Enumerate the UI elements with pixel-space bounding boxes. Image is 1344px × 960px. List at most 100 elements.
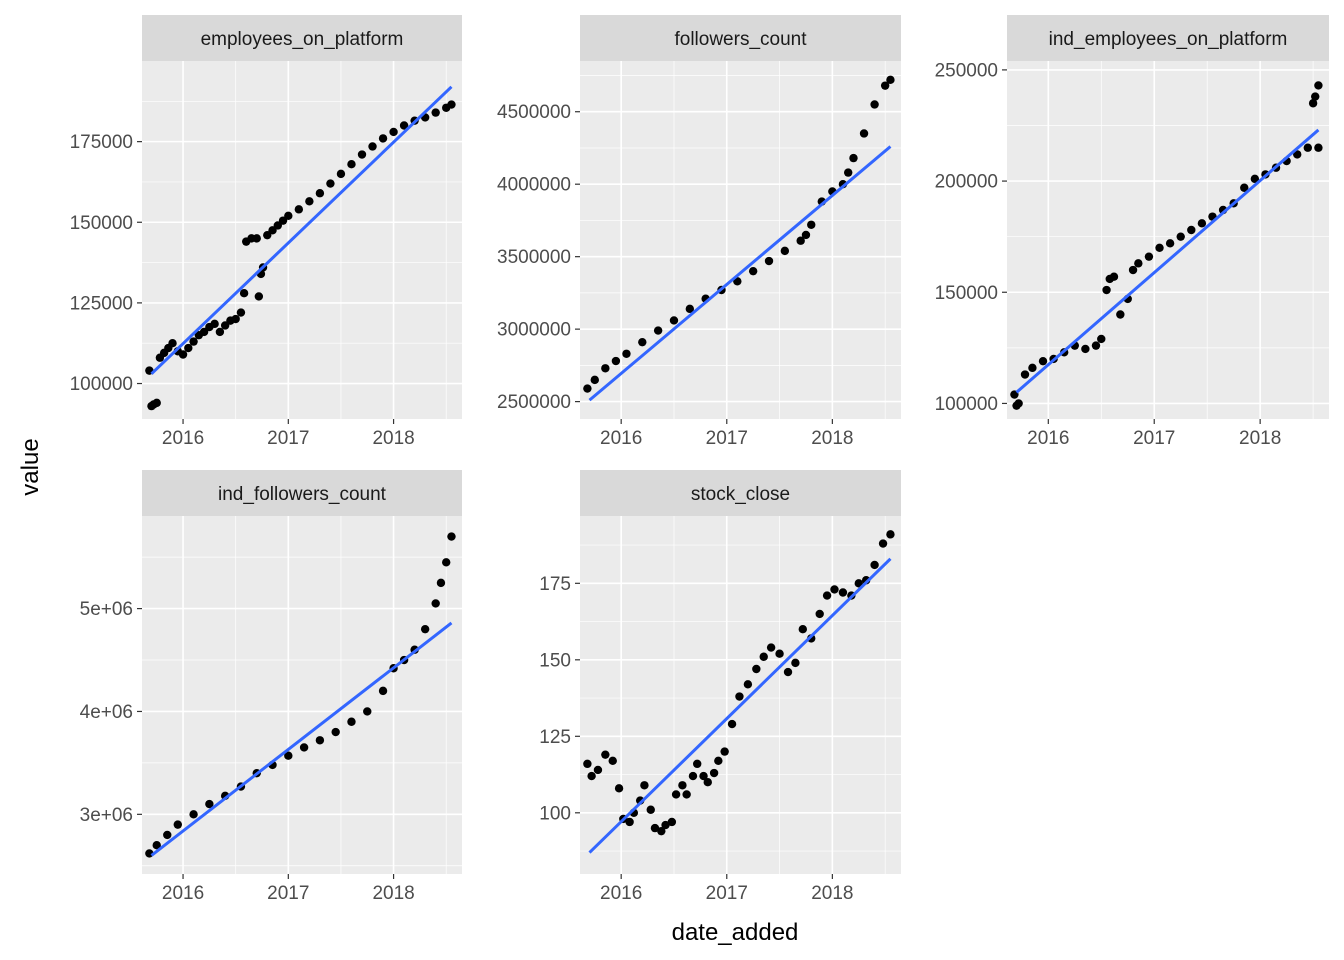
data-point [727, 719, 737, 729]
y-tick-label: 3500000 [497, 247, 571, 268]
facet-strip [580, 470, 901, 516]
data-point [807, 220, 816, 229]
data-point [236, 308, 246, 317]
y-tick-label: 100000 [70, 374, 133, 395]
data-point [1303, 143, 1313, 152]
data-point [601, 750, 610, 759]
data-point [714, 756, 723, 765]
data-point [844, 168, 853, 177]
y-tick-label: 150000 [935, 283, 998, 304]
y-tick-label: 125000 [70, 293, 133, 314]
y-tick-label: 4e+06 [80, 702, 133, 723]
data-point [389, 127, 398, 137]
data-point [752, 664, 761, 674]
data-point [815, 609, 824, 619]
data-point [766, 643, 776, 652]
plot-background [142, 61, 462, 419]
trend-line [150, 85, 453, 375]
data-point [796, 236, 805, 245]
data-point [801, 230, 811, 240]
data-point [743, 680, 753, 689]
data-point [667, 817, 677, 827]
facet-strip [142, 15, 462, 61]
y-tick-label: 150 [539, 650, 571, 671]
data-point [657, 826, 666, 836]
y-tick-label: 4500000 [497, 102, 571, 123]
data-point [152, 398, 161, 408]
x-tick-label: 2017 [706, 883, 748, 904]
data-point [1091, 341, 1101, 350]
data-point [798, 625, 807, 634]
x-tick-label: 2017 [706, 428, 748, 449]
data-point [363, 707, 372, 716]
data-point [215, 327, 225, 337]
data-point [420, 624, 430, 634]
data-point [703, 778, 712, 787]
x-tick-label: 2017 [1133, 428, 1175, 449]
data-point [638, 337, 647, 347]
data-point [294, 205, 304, 214]
x-tick-label: 2017 [267, 428, 309, 449]
data-point [688, 771, 698, 781]
data-point [442, 558, 451, 567]
data-point [849, 153, 858, 163]
data-point [315, 736, 325, 745]
data-point [239, 289, 249, 298]
data-point [326, 179, 335, 188]
x-tick-label: 2016 [162, 428, 204, 449]
x-tick-label: 2016 [600, 883, 642, 904]
data-point [254, 292, 264, 301]
data-point [775, 649, 784, 658]
data-point [791, 658, 800, 668]
data-point [378, 134, 388, 143]
data-point [1314, 81, 1323, 90]
data-point [1250, 174, 1260, 184]
facet-panel-ind-employees-on-platform: ind_employees_on_platform 100000 150000 200… [935, 15, 1329, 449]
data-point [210, 319, 219, 329]
data-point [357, 150, 367, 159]
y-tick-label: 150000 [70, 213, 133, 234]
data-point [859, 129, 869, 138]
y-tick-label: 100 [539, 803, 571, 824]
facet-strip-label: employees_on_platform [201, 29, 404, 50]
data-point [399, 121, 409, 130]
x-axis-title: date_added [672, 919, 799, 946]
facet-strip-label: ind_followers_count [218, 484, 387, 505]
data-point [693, 759, 702, 769]
data-point [1020, 370, 1030, 379]
y-tick-label: 3e+06 [80, 805, 133, 826]
trend-line [1015, 128, 1320, 394]
data-point [625, 817, 634, 827]
data-point [1187, 225, 1196, 235]
data-point [699, 771, 708, 781]
data-point [878, 539, 888, 548]
data-point [1128, 265, 1138, 275]
data-point [1314, 143, 1323, 152]
data-point [189, 810, 198, 819]
data-point [431, 108, 440, 117]
data-point [447, 100, 456, 109]
data-point [447, 532, 456, 541]
facet-strip-label: followers_count [674, 29, 807, 50]
data-point [650, 823, 660, 833]
data-point [1116, 310, 1125, 319]
data-point [886, 530, 895, 539]
data-point [305, 197, 314, 206]
data-point [1038, 356, 1048, 366]
x-tick-label: 2017 [267, 883, 309, 904]
trend-line [588, 557, 892, 854]
data-point [368, 142, 377, 151]
data-point [436, 578, 446, 588]
x-tick-label: 2016 [600, 428, 642, 449]
facet-strip-label: stock_close [691, 484, 790, 505]
x-tick-label: 2016 [162, 883, 204, 904]
data-point [1028, 363, 1037, 373]
data-point [431, 599, 440, 608]
data-point [1311, 92, 1320, 101]
data-point [1109, 272, 1119, 281]
data-point [173, 820, 182, 829]
data-point [284, 211, 293, 221]
data-point [590, 375, 599, 385]
data-point [614, 784, 624, 793]
data-point [587, 771, 596, 781]
